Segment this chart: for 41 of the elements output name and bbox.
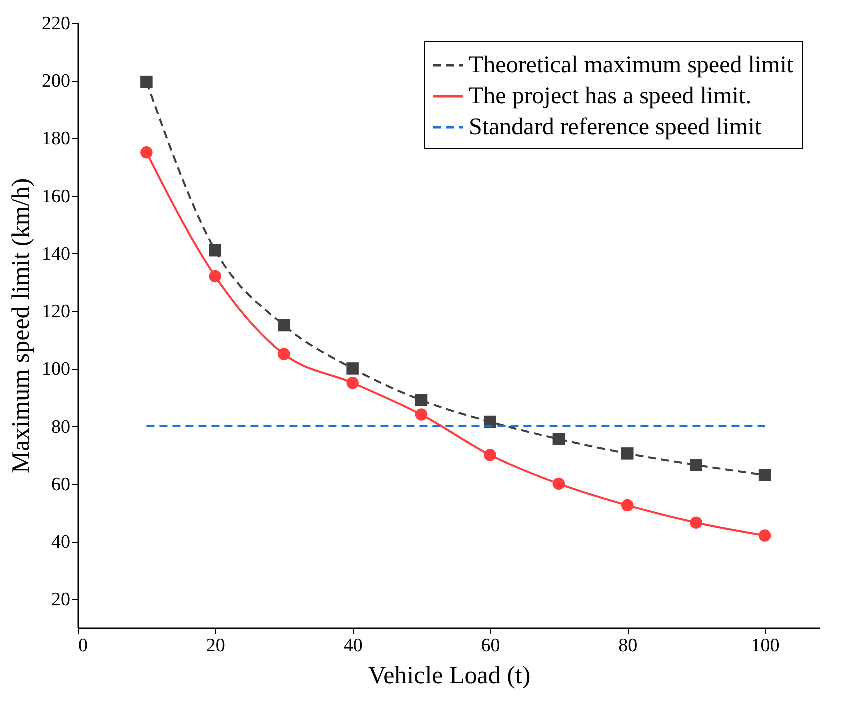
x-tick-label: 100 bbox=[751, 636, 780, 656]
point bbox=[758, 469, 772, 482]
point bbox=[622, 499, 634, 512]
point bbox=[758, 530, 772, 542]
point bbox=[346, 362, 359, 375]
x-axis-title: Vehicle Load (t) bbox=[368, 662, 531, 690]
x-tick-label: 20 bbox=[206, 636, 226, 656]
y-tick-label: 40 bbox=[52, 532, 70, 554]
y-tick-label: 200 bbox=[42, 71, 70, 92]
point bbox=[278, 348, 290, 360]
legend-label: Standard reference speed limit bbox=[469, 114, 762, 140]
point bbox=[209, 244, 222, 257]
point bbox=[415, 394, 428, 407]
y-axis-title: Maximum speed limit (km/h) bbox=[8, 178, 35, 474]
y-tick-label: 140 bbox=[42, 244, 70, 265]
point bbox=[140, 146, 153, 159]
y-tick-label: 80 bbox=[52, 416, 70, 438]
x-tick-label: 80 bbox=[618, 636, 638, 656]
point bbox=[278, 319, 290, 332]
point bbox=[346, 377, 359, 390]
point bbox=[622, 448, 634, 460]
point bbox=[209, 270, 222, 283]
point bbox=[140, 76, 153, 88]
y-tick-label: 180 bbox=[42, 128, 70, 150]
y-tick-label: 160 bbox=[42, 186, 70, 208]
x-tick-label: 0 bbox=[78, 636, 88, 656]
point bbox=[690, 516, 702, 529]
point bbox=[690, 459, 702, 472]
x-tick-label: 40 bbox=[344, 636, 363, 656]
point bbox=[552, 433, 566, 446]
point bbox=[552, 478, 566, 490]
y-tick-label: 20 bbox=[52, 590, 70, 611]
legend-label: The project has a speed limit. bbox=[469, 84, 752, 110]
x-tick-label: 60 bbox=[481, 636, 500, 656]
y-tick-label: 60 bbox=[52, 474, 70, 496]
legend-label: Theoretical maximum speed limit bbox=[469, 52, 794, 78]
y-tick-label: 100 bbox=[42, 359, 70, 380]
y-tick-label: 120 bbox=[42, 302, 70, 323]
point bbox=[415, 408, 428, 421]
point bbox=[484, 449, 496, 462]
y-tick-label: 220 bbox=[42, 14, 70, 34]
